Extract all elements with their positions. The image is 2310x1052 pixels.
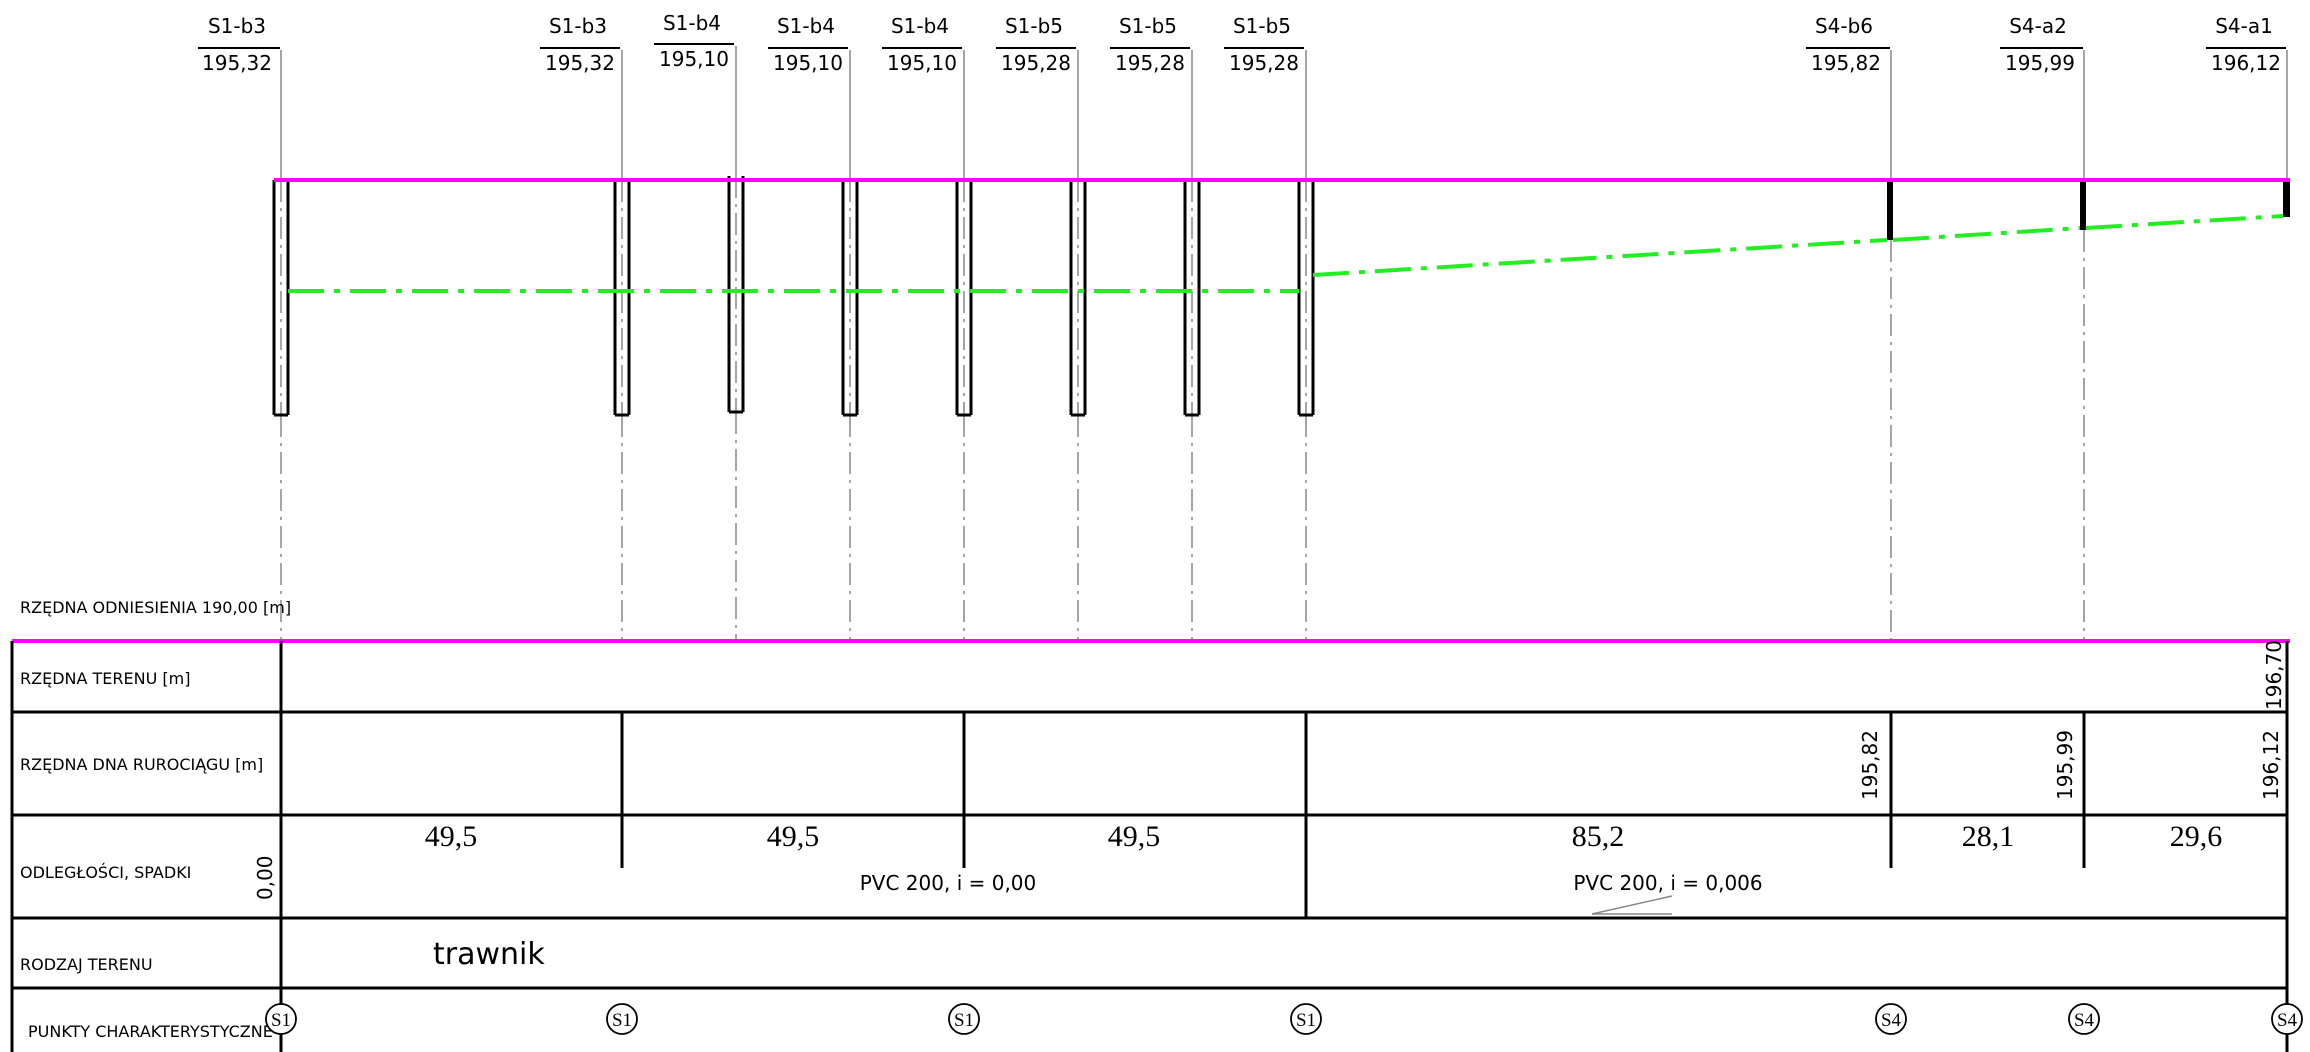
well-header: S4-a1 196,12 <box>2206 14 2286 75</box>
well-name: S4-a1 <box>2215 14 2273 38</box>
manhole <box>841 180 859 417</box>
well-name: S4-a2 <box>2009 14 2067 38</box>
manhole <box>1887 180 1893 240</box>
manhole <box>2283 180 2290 217</box>
well-elevation: 195,99 <box>2005 51 2075 75</box>
manhole <box>272 180 290 417</box>
manhole <box>1297 180 1315 417</box>
manhole <box>2080 180 2086 230</box>
well-header: S1-b5 195,28 <box>1110 14 1190 75</box>
manhole <box>955 180 973 417</box>
distance-value: 85,2 <box>1572 820 1625 853</box>
well-name: S4-b6 <box>1815 14 1873 38</box>
station-guide-lines <box>280 46 2288 180</box>
svg-text:S4: S4 <box>1881 1010 1902 1031</box>
pipe-slope-label: PVC 200, i = 0,00 <box>860 871 1037 895</box>
well-name: S1-b5 <box>1005 14 1063 38</box>
manhole <box>1183 180 1201 417</box>
well-header: S1-b5 195,28 <box>1224 14 1304 75</box>
start-slope-value: 0,00 <box>253 855 277 900</box>
well-elevation: 195,32 <box>202 51 272 75</box>
well-name: S1-b5 <box>1119 14 1177 38</box>
well-name: S1-b3 <box>208 14 266 38</box>
point-marker: S1 <box>606 1003 638 1035</box>
distance-value: 49,5 <box>1108 820 1161 853</box>
well-elevation: 195,10 <box>773 51 843 75</box>
well-name: S1-b5 <box>1233 14 1291 38</box>
pipe-bottom-value: 196,12 <box>2259 730 2283 800</box>
well-elevation: 195,32 <box>545 51 615 75</box>
distance-value: 29,6 <box>2170 820 2223 853</box>
terrain-type-value: trawnik <box>433 937 545 972</box>
well-header: S4-a2 195,99 <box>2000 14 2083 75</box>
manhole <box>727 176 745 414</box>
point-marker: S4 <box>2271 1003 2303 1035</box>
well-elevation: 195,10 <box>887 51 957 75</box>
svg-text:S1: S1 <box>1296 1010 1316 1031</box>
point-marker: S1 <box>948 1003 980 1035</box>
well-elevation: 195,82 <box>1811 51 1881 75</box>
well-name: S1-b4 <box>891 14 949 38</box>
terrain-elevation-row-label: RZĘDNA TERENU [m] <box>20 669 190 688</box>
manholes <box>272 176 2290 417</box>
well-header: S1-b3 195,32 <box>540 14 620 75</box>
well-header: S1-b4 195,10 <box>654 11 734 71</box>
point-marker: S1 <box>1290 1003 1322 1035</box>
well-elevation: 196,12 <box>2211 51 2281 75</box>
well-header: S1-b3 195,32 <box>198 14 280 75</box>
well-headers: S1-b3 195,32 S1-b3 195,32 S1-b4 195,10 S… <box>198 11 2286 75</box>
band-table-grid <box>10 641 2289 1052</box>
distance-value: 28,1 <box>1962 820 2015 853</box>
well-elevation: 195,10 <box>659 47 729 71</box>
terrain-elevation-value: 196,70 <box>2262 640 2286 710</box>
well-elevation: 195,28 <box>1229 51 1299 75</box>
characteristic-points: S1 S1 S1 S1 S4 S4 S4 <box>265 1003 2303 1035</box>
well-elevation: 195,28 <box>1001 51 1071 75</box>
well-header: S4-b6 195,82 <box>1806 14 1890 75</box>
well-name: S1-b4 <box>663 11 721 35</box>
well-name: S1-b3 <box>549 14 607 38</box>
manhole <box>1069 180 1087 417</box>
characteristic-points-row-label: PUNKTY CHARAKTERYSTYCZNE <box>28 1022 273 1041</box>
svg-text:S1: S1 <box>271 1010 291 1031</box>
well-name: S1-b4 <box>777 14 835 38</box>
reference-level-label: RZĘDNA ODNIESIENIA 190,00 [m] <box>20 598 291 617</box>
station-dashed-projections <box>280 176 2085 640</box>
distance-value: 49,5 <box>767 820 820 853</box>
distance-value: 49,5 <box>425 820 478 853</box>
point-marker: S1 <box>265 1003 297 1035</box>
pipe-bottom-value: 195,82 <box>1858 730 1882 800</box>
pipe-slope-label: PVC 200, i = 0,006 <box>1573 871 1762 895</box>
well-header: S1-b4 195,10 <box>882 14 962 75</box>
well-elevation: 195,28 <box>1115 51 1185 75</box>
svg-text:S1: S1 <box>612 1010 632 1031</box>
svg-text:S4: S4 <box>2074 1010 2095 1031</box>
pipe-bottom-row-label: RZĘDNA DNA RUROCIĄGU [m] <box>20 755 263 774</box>
svg-text:S4: S4 <box>2277 1010 2298 1031</box>
well-header: S1-b4 195,10 <box>768 14 848 75</box>
distances-row-label: ODLEGŁOŚCI, SPADKI <box>20 863 191 882</box>
well-header: S1-b5 195,28 <box>996 14 1076 75</box>
point-marker: S4 <box>2068 1003 2100 1035</box>
pipe-invert-line <box>288 214 2284 293</box>
point-marker: S4 <box>1875 1003 1907 1035</box>
svg-text:S1: S1 <box>954 1010 974 1031</box>
manhole <box>613 180 631 417</box>
terrain-type-row-label: RODZAJ TERENU <box>20 955 153 974</box>
slope-indicator <box>1591 895 1673 915</box>
pipe-bottom-value: 195,99 <box>2053 730 2077 800</box>
